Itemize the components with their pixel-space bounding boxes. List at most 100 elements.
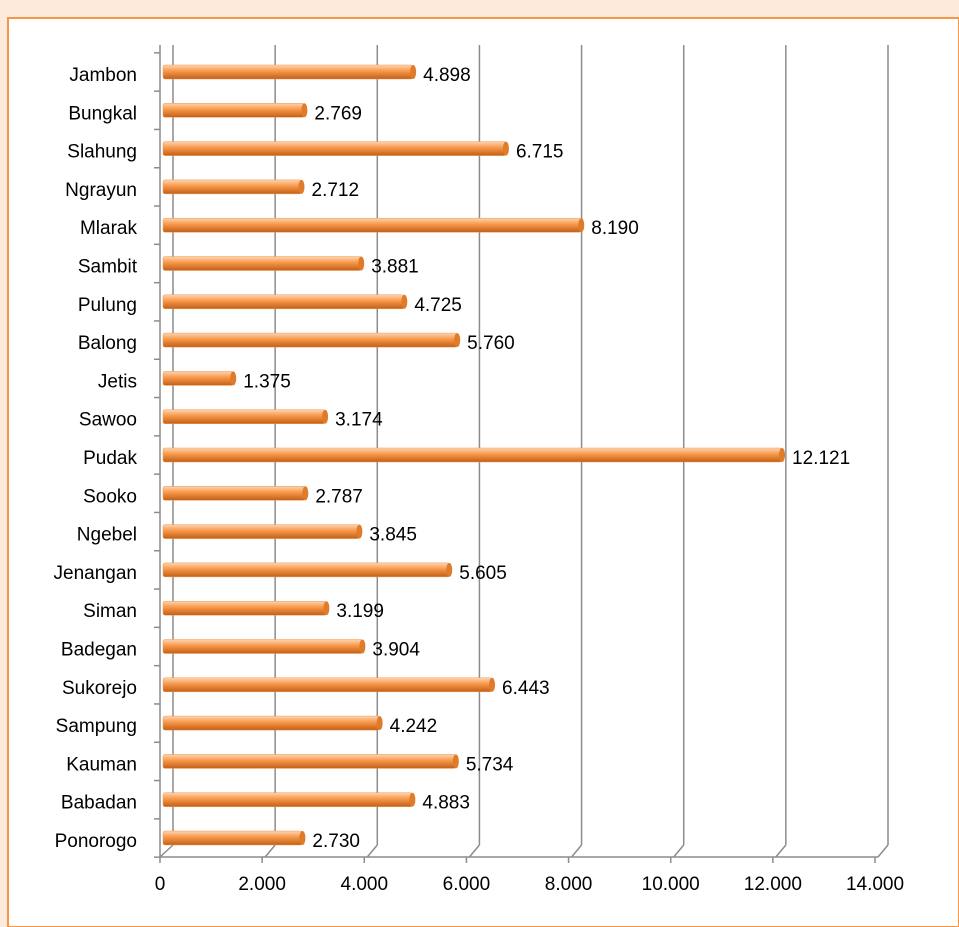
- y-tick-label: Mlarak: [80, 218, 138, 239]
- x-tick-label: 2.000: [238, 874, 286, 895]
- bar: [162, 830, 303, 846]
- x-tick-label: 12.000: [744, 874, 802, 895]
- bar-cap: [779, 448, 786, 462]
- data-label: 3.904: [372, 640, 420, 661]
- y-tick-label: Slahung: [67, 142, 137, 163]
- y-tick-label: Pulung: [78, 295, 137, 316]
- x-axis-back: [159, 844, 174, 858]
- data-label: 8.190: [591, 218, 639, 239]
- bar-cap: [489, 677, 496, 692]
- data-label: 4.725: [414, 295, 462, 316]
- x-tick-label: 8.000: [545, 874, 593, 895]
- x-tick-label: 10.000: [642, 874, 700, 895]
- data-label: 12.121: [792, 448, 850, 469]
- grid-line-base: [775, 844, 787, 858]
- bar-cap: [401, 294, 408, 309]
- data-label: 6.715: [516, 142, 564, 163]
- bar-cap: [302, 486, 309, 501]
- bar-cap: [356, 524, 363, 539]
- bar: [162, 409, 326, 424]
- bar: [162, 103, 305, 118]
- bar-cap: [298, 179, 305, 194]
- data-label: 2.769: [314, 103, 362, 124]
- y-tick-label: Siman: [83, 601, 137, 622]
- data-label: 3.174: [335, 410, 383, 431]
- bar: [162, 217, 582, 233]
- bar-cap: [409, 792, 416, 807]
- bar-cap: [578, 218, 585, 233]
- bar: [162, 332, 458, 348]
- bar-cap: [322, 409, 329, 424]
- y-tick-label: Kauman: [66, 754, 137, 775]
- bar: [162, 371, 234, 386]
- data-label: 3.881: [371, 257, 419, 278]
- bar-cap: [376, 716, 383, 731]
- data-label: 5.605: [459, 563, 507, 584]
- grid-line-base: [366, 844, 378, 858]
- data-label: 4.898: [423, 65, 471, 86]
- y-tick-label: Sukorejo: [62, 678, 137, 699]
- x-tick-label: 14.000: [846, 874, 904, 895]
- bar: [162, 715, 380, 731]
- chart-area: [7, 17, 959, 927]
- bar: [162, 792, 413, 807]
- data-label: 5.734: [466, 754, 514, 775]
- y-tick-label: Bungkal: [68, 103, 137, 124]
- data-label: 5.760: [467, 333, 515, 354]
- data-label: 2.712: [312, 180, 360, 201]
- data-label: 3.845: [369, 525, 417, 546]
- bar: [162, 256, 362, 271]
- bar-cap: [301, 103, 308, 118]
- bar: [162, 562, 450, 578]
- bar-cap: [446, 562, 453, 577]
- grid-line-base: [877, 844, 889, 858]
- bar-cap: [299, 831, 306, 845]
- bar: [162, 64, 414, 80]
- x-tick-label: 0: [155, 874, 166, 895]
- data-label: 2.787: [315, 486, 363, 507]
- bar: [162, 179, 302, 195]
- x-tick-label: 4.000: [341, 874, 389, 895]
- y-tick-label: Jenangan: [54, 563, 137, 584]
- bar: [162, 600, 327, 616]
- bar-cap: [454, 333, 461, 348]
- bar: [162, 639, 363, 654]
- bar: [162, 754, 457, 769]
- bar-cap: [410, 65, 417, 79]
- bar: [162, 486, 306, 501]
- data-label: 2.730: [312, 831, 360, 852]
- y-tick-label: Ngrayun: [65, 180, 137, 201]
- data-label: 1.375: [243, 371, 291, 392]
- grid-line-base: [570, 844, 583, 858]
- y-tick-label: Balong: [78, 333, 137, 354]
- y-tick-label: Jambon: [69, 65, 137, 86]
- bar-cap: [502, 141, 509, 156]
- y-tick-label: Ngebel: [77, 525, 137, 546]
- bar: [162, 524, 360, 539]
- bar: [162, 677, 493, 693]
- bar: [162, 294, 405, 310]
- bar-cap: [359, 639, 366, 654]
- y-tick-label: Sampung: [56, 716, 137, 737]
- data-label: 6.443: [502, 678, 550, 699]
- bar-cap: [358, 256, 365, 271]
- x-tick-label: 6.000: [443, 874, 491, 895]
- y-tick-label: Badegan: [61, 640, 137, 661]
- bar-cap: [323, 601, 330, 616]
- y-tick-label: Jetis: [98, 371, 137, 392]
- data-label: 3.199: [336, 601, 384, 622]
- bar-cap: [230, 371, 237, 386]
- grid-line-base: [468, 844, 481, 858]
- data-label: 4.883: [422, 793, 470, 814]
- y-tick-label: Ponorogo: [55, 831, 137, 852]
- grid-line-base: [673, 844, 685, 858]
- y-tick-label: Sawoo: [79, 410, 137, 431]
- bar: [162, 141, 507, 156]
- y-tick-label: Sambit: [78, 257, 138, 278]
- grid-line-base: [264, 844, 276, 858]
- y-tick-label: Babadan: [61, 793, 137, 814]
- y-tick-label: Sooko: [83, 486, 137, 507]
- data-label: 4.242: [390, 716, 438, 737]
